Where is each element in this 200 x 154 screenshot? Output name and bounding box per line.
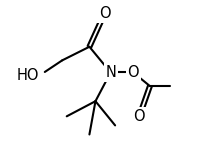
Text: HO: HO bbox=[17, 68, 40, 83]
Text: O: O bbox=[127, 65, 139, 80]
Text: N: N bbox=[105, 65, 116, 80]
Text: O: O bbox=[99, 6, 110, 21]
Text: O: O bbox=[134, 109, 145, 124]
